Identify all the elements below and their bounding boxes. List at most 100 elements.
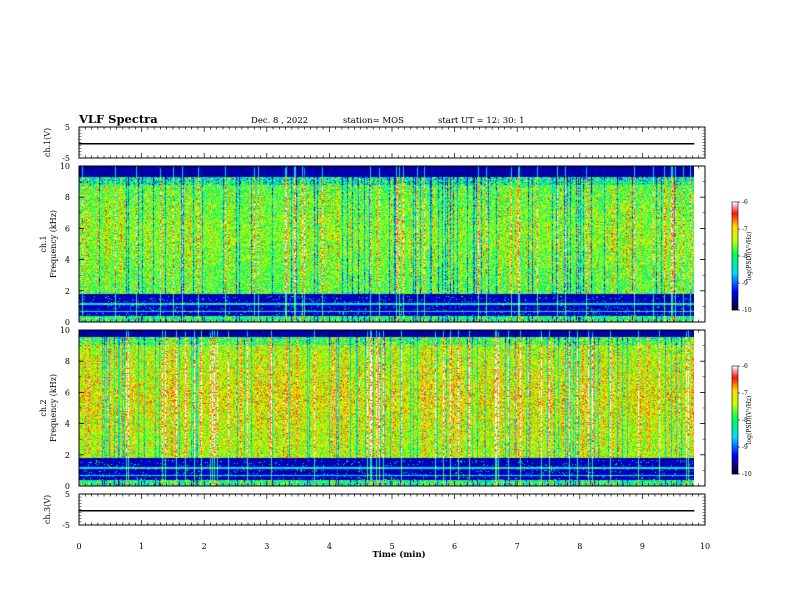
- colorbar-segment: [732, 207, 738, 210]
- colorbar-segment: [732, 270, 738, 273]
- ch3-waveform-panel: 5 -5 ch.3(V): [43, 490, 706, 530]
- colorbar-segment: [732, 412, 738, 415]
- colorbar-segment: [732, 214, 738, 217]
- x-tick-label: 3: [264, 542, 269, 551]
- colorbar-segment: [732, 241, 738, 244]
- colorbar-segment: [732, 459, 738, 462]
- y-tick-label: 4: [65, 420, 70, 429]
- colorbar-segment: [732, 272, 738, 275]
- y-tick-label: 6: [65, 388, 70, 397]
- colorbar-segment: [732, 448, 738, 451]
- colorbar-segment: [732, 248, 738, 251]
- colorbar-segment: [732, 229, 738, 232]
- colorbar-segment: [732, 286, 738, 289]
- colorbar-segment: [732, 283, 738, 286]
- colorbar-tick-label: -10: [742, 307, 752, 314]
- colorbar-segment: [732, 456, 738, 459]
- date-label: Dec. 8 , 2022: [251, 116, 308, 126]
- colorbar-segment: [732, 239, 738, 242]
- figure-title: VLF Spectra: [78, 112, 158, 126]
- colorbar-tick-label: -9: [742, 280, 748, 287]
- colorbar-segment: [732, 275, 738, 278]
- colorbar-segment: [732, 252, 738, 255]
- y-tick-label: 10: [60, 326, 70, 335]
- colorbar-segment: [732, 259, 738, 262]
- colorbar-segment: [732, 470, 738, 473]
- colorbar-segment: [732, 378, 738, 381]
- x-tick-label: 2: [202, 542, 207, 551]
- colorbar-tick-label: -10: [742, 471, 752, 478]
- time-axis: 0 1 2 3 4 5 6 7 8 9 10: [76, 542, 710, 551]
- colorbar-segment: [732, 212, 738, 215]
- colorbar-segment: [732, 454, 738, 457]
- colorbar-segment: [732, 441, 738, 444]
- ch2-spectrogram-panel: 0 2 4 6 8 10 ch.2 Frequency (kHz): [39, 326, 706, 491]
- colorbar-segment: [732, 366, 738, 369]
- y-tick-label: 4: [65, 256, 70, 265]
- colorbar-segment: [732, 382, 738, 385]
- colorbar-segment: [732, 279, 738, 282]
- ch1-spectrogram-panel: 0 2 4 6 8 10 ch.1 Frequency (kHz): [39, 162, 706, 327]
- colorbar-tick-label: -8: [742, 253, 748, 260]
- ch2-spectrogram-image: [79, 330, 694, 486]
- y-tick-label: 2: [65, 287, 70, 296]
- colorbar-segment: [732, 376, 738, 379]
- colorbar-segment: [732, 308, 738, 311]
- colorbar-segment: [732, 257, 738, 260]
- x-tick-label: 1: [139, 542, 144, 551]
- colorbar-tick-label: -7: [742, 226, 748, 233]
- colorbar-segment: [732, 468, 738, 471]
- x-tick-label: 6: [452, 542, 457, 551]
- colorbar-tick-label: -6: [742, 199, 748, 206]
- y-tick-label: 8: [65, 193, 70, 202]
- colorbar-segment: [732, 439, 738, 442]
- colorbar-segment: [732, 429, 738, 432]
- y-tick-label: 0: [65, 482, 70, 491]
- colorbar-segment: [732, 434, 738, 437]
- y-tick-label: 2: [65, 451, 70, 460]
- colorbar-segment: [732, 202, 738, 205]
- colorbar-label: log(PSD)(V²/Hz): [746, 396, 753, 445]
- x-tick-label: 7: [515, 542, 520, 551]
- colorbar-segment: [732, 407, 738, 410]
- colorbar-segment: [732, 297, 738, 300]
- colorbar-segment: [732, 450, 738, 453]
- colorbar-segment: [732, 290, 738, 293]
- colorbar-segment: [732, 385, 738, 388]
- colorbar-segment: [732, 463, 738, 466]
- x-tick-label: 10: [700, 542, 710, 551]
- colorbar-segment: [732, 398, 738, 401]
- colorbar-segment: [732, 225, 738, 228]
- ch1-colorbar: -6 -7 -8 -9 -10 log(PSD)(V²/Hz): [731, 199, 753, 314]
- colorbar-segment: [732, 304, 738, 307]
- colorbar-segment: [732, 461, 738, 464]
- colorbar-segment: [732, 369, 738, 372]
- colorbar-segment: [732, 263, 738, 266]
- colorbar-segment: [732, 268, 738, 271]
- ch1-spectrogram-image: [79, 166, 694, 322]
- colorbar-segment: [732, 421, 738, 424]
- colorbar-segment: [732, 414, 738, 417]
- colorbar-segment: [732, 216, 738, 219]
- colorbar-segment: [732, 203, 738, 206]
- y-axis-label-frequency: Frequency (kHz): [49, 210, 58, 278]
- colorbar-segment: [732, 457, 738, 460]
- colorbar-segment: [732, 427, 738, 430]
- colorbar-segment: [732, 230, 738, 233]
- colorbar-segment: [732, 367, 738, 370]
- colorbar-segment: [732, 223, 738, 226]
- colorbar-segment: [732, 420, 738, 423]
- colorbar-segment: [732, 293, 738, 296]
- colorbar-segment: [732, 227, 738, 230]
- colorbar-segment: [732, 393, 738, 396]
- y-tick-label: 6: [65, 224, 70, 233]
- colorbar-segment: [732, 436, 738, 439]
- y-axis-label-channel: ch.1: [39, 235, 48, 252]
- colorbar-segment: [732, 445, 738, 448]
- colorbar-tick-label: -8: [742, 417, 748, 424]
- y-axis-label: ch.3(V): [43, 495, 52, 524]
- colorbar-segment: [732, 425, 738, 428]
- colorbar-segment: [732, 389, 738, 392]
- y-tick-label: 5: [65, 123, 70, 132]
- colorbar-segment: [732, 218, 738, 221]
